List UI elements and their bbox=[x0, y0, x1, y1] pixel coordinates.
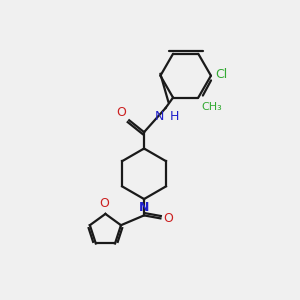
Text: N: N bbox=[155, 110, 164, 123]
Text: O: O bbox=[116, 106, 126, 119]
Text: CH₃: CH₃ bbox=[201, 102, 222, 112]
Text: O: O bbox=[163, 212, 173, 225]
Text: H: H bbox=[170, 110, 179, 123]
Text: O: O bbox=[99, 197, 109, 210]
Text: Cl: Cl bbox=[215, 68, 228, 81]
Text: N: N bbox=[139, 200, 149, 214]
